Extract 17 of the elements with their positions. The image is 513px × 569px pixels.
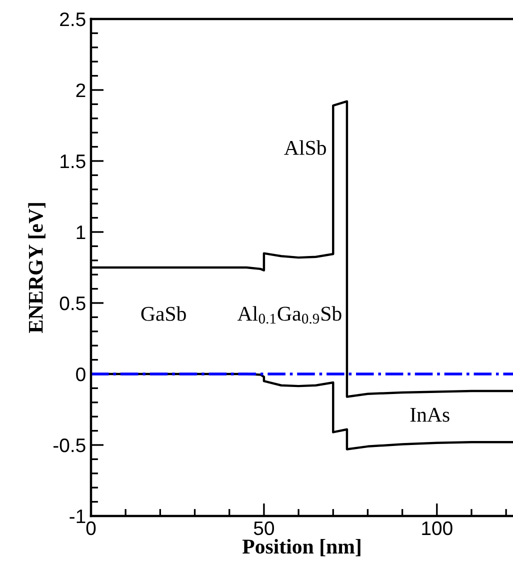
annotation: Al$_{0.1}$Ga$_{0.9}$Sb xyxy=(237,306,342,324)
x-tick-label: 100 xyxy=(422,521,452,536)
annotation: AlSb xyxy=(284,140,326,155)
y-tick-label: 2 xyxy=(76,83,86,98)
x-tick-label: 50 xyxy=(254,521,274,536)
annotation: GaSb xyxy=(141,306,186,321)
y-tick-label: 1.5 xyxy=(60,154,86,168)
y-tick-label: -1 xyxy=(70,510,86,524)
y-tick-label: 1 xyxy=(76,226,86,240)
annotation: InAs xyxy=(410,408,450,422)
y-axis-title: ENERGY [eV] xyxy=(28,203,46,334)
y-tick-label: -0.5 xyxy=(54,438,86,452)
y-tick-label: 2.5 xyxy=(60,12,86,26)
y-tick-label: 0 xyxy=(76,367,86,382)
x-tick-label: 0 xyxy=(86,521,96,536)
x-axis-title: Position [nm] xyxy=(242,538,360,556)
y-tick-label: 0.5 xyxy=(60,296,86,310)
